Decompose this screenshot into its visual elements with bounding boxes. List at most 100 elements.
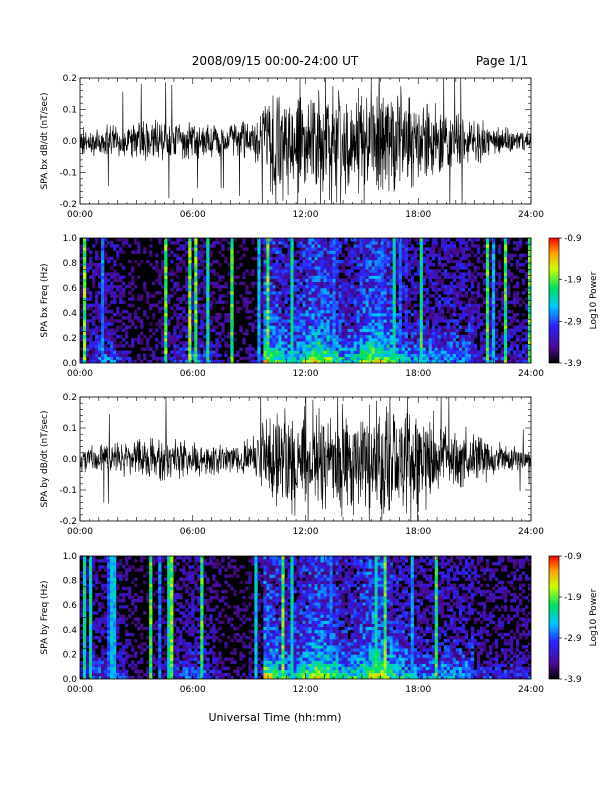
heatmap-cell: [296, 306, 300, 311]
heatmap-cell: [449, 350, 454, 354]
heatmap-cell: [344, 263, 348, 267]
heatmap-cell: [260, 297, 264, 301]
heatmap-cell: [269, 275, 273, 279]
heatmap-cell: [398, 316, 403, 320]
heatmap-cell: [266, 341, 270, 345]
heatmap-cell: [452, 328, 457, 333]
heatmap-cell: [230, 278, 234, 283]
heatmap-cell: [203, 275, 207, 279]
heatmap-cell: [179, 244, 183, 248]
heatmap-cell: [200, 244, 204, 248]
heatmap-cell: [377, 306, 381, 311]
heatmap-cell: [101, 241, 105, 245]
heatmap-cell: [389, 344, 393, 348]
heatmap-cell: [272, 309, 276, 314]
heatmap-cell: [308, 272, 312, 276]
heatmap-cell: [89, 672, 93, 677]
heatmap-cell: [188, 306, 192, 311]
heatmap-cell: [116, 294, 120, 298]
heatmap-cell: [488, 250, 493, 254]
heatmap-cell: [491, 338, 496, 342]
heatmap-cell: [452, 259, 457, 264]
heatmap-cell: [395, 266, 400, 270]
heatmap-cell: [116, 319, 120, 323]
heatmap-cell: [293, 288, 297, 292]
heatmap-cell: [515, 244, 520, 248]
heatmap-cell: [104, 281, 108, 286]
heatmap-cell: [263, 278, 267, 283]
heatmap-cell: [425, 350, 430, 354]
heatmap-cell: [194, 319, 198, 323]
heatmap-cell: [515, 294, 520, 298]
heatmap-cell: [368, 294, 372, 298]
heatmap-cell: [365, 294, 369, 298]
heatmap-cell: [302, 331, 306, 336]
heatmap-cell: [104, 291, 108, 295]
heatmap-cell: [413, 272, 418, 276]
heatmap-cell: [140, 325, 144, 329]
heatmap-cell: [485, 303, 490, 308]
heatmap-cell: [164, 347, 168, 351]
heatmap-cell: [302, 359, 306, 363]
heatmap-cell: [470, 359, 475, 363]
heatmap-cell: [353, 306, 357, 311]
heatmap-cell: [512, 247, 517, 251]
heatmap-cell: [371, 247, 375, 251]
heatmap-cell: [395, 256, 400, 261]
heatmap-cell: [134, 338, 138, 342]
heatmap-cell: [191, 266, 195, 270]
heatmap-cell: [398, 322, 403, 326]
heatmap-cell: [359, 319, 363, 323]
heatmap-cell: [329, 338, 333, 342]
heatmap-cell: [458, 272, 463, 276]
heatmap-cell: [515, 350, 520, 354]
heatmap-cell: [245, 350, 249, 354]
heatmap-cell: [92, 559, 96, 563]
heatmap-cell: [170, 278, 174, 283]
heatmap-cell: [101, 244, 105, 248]
heatmap-cell: [221, 325, 225, 329]
heatmap-cell: [413, 325, 418, 329]
heatmap-cell: [104, 350, 108, 354]
heatmap-cell: [332, 256, 336, 261]
heatmap-cell: [491, 247, 496, 251]
heatmap-cell: [329, 341, 333, 345]
heatmap-cell: [218, 300, 222, 304]
heatmap-cell: [257, 328, 261, 333]
heatmap-cell: [320, 300, 324, 304]
heatmap-cell: [347, 269, 351, 273]
heatmap-cell: [233, 338, 237, 342]
heatmap-cell: [320, 334, 324, 339]
heatmap-cell: [371, 281, 375, 286]
heatmap-cell: [266, 269, 270, 273]
heatmap-cell: [383, 325, 387, 329]
heatmap-cell: [407, 288, 412, 292]
heatmap-cell: [314, 253, 318, 258]
heatmap-cell: [356, 316, 360, 320]
heatmap-cell: [107, 288, 111, 292]
heatmap-cell: [98, 672, 102, 677]
heatmap-cell: [275, 294, 279, 298]
heatmap-cell: [230, 344, 234, 348]
heatmap-cell: [500, 350, 505, 354]
heatmap-cell: [152, 281, 156, 286]
heatmap-cell: [263, 300, 267, 304]
heatmap-cell: [485, 250, 490, 254]
heatmap-cell: [386, 344, 390, 348]
heatmap-cell: [275, 344, 279, 348]
heatmap-cell: [113, 284, 117, 289]
heatmap-cell: [368, 306, 372, 311]
heatmap-cell: [107, 338, 111, 342]
heatmap-cell: [461, 356, 466, 361]
heatmap-cell: [443, 275, 448, 279]
heatmap-cell: [320, 238, 324, 242]
heatmap-cell: [461, 294, 466, 298]
heatmap-cell: [92, 635, 96, 640]
heatmap-cell: [188, 347, 192, 351]
heatmap-cell: [188, 334, 192, 339]
heatmap-cell: [347, 309, 351, 314]
heatmap-cell: [440, 263, 445, 267]
heatmap-cell: [467, 259, 472, 264]
heatmap-cell: [299, 272, 303, 276]
heatmap-cell: [236, 250, 240, 254]
